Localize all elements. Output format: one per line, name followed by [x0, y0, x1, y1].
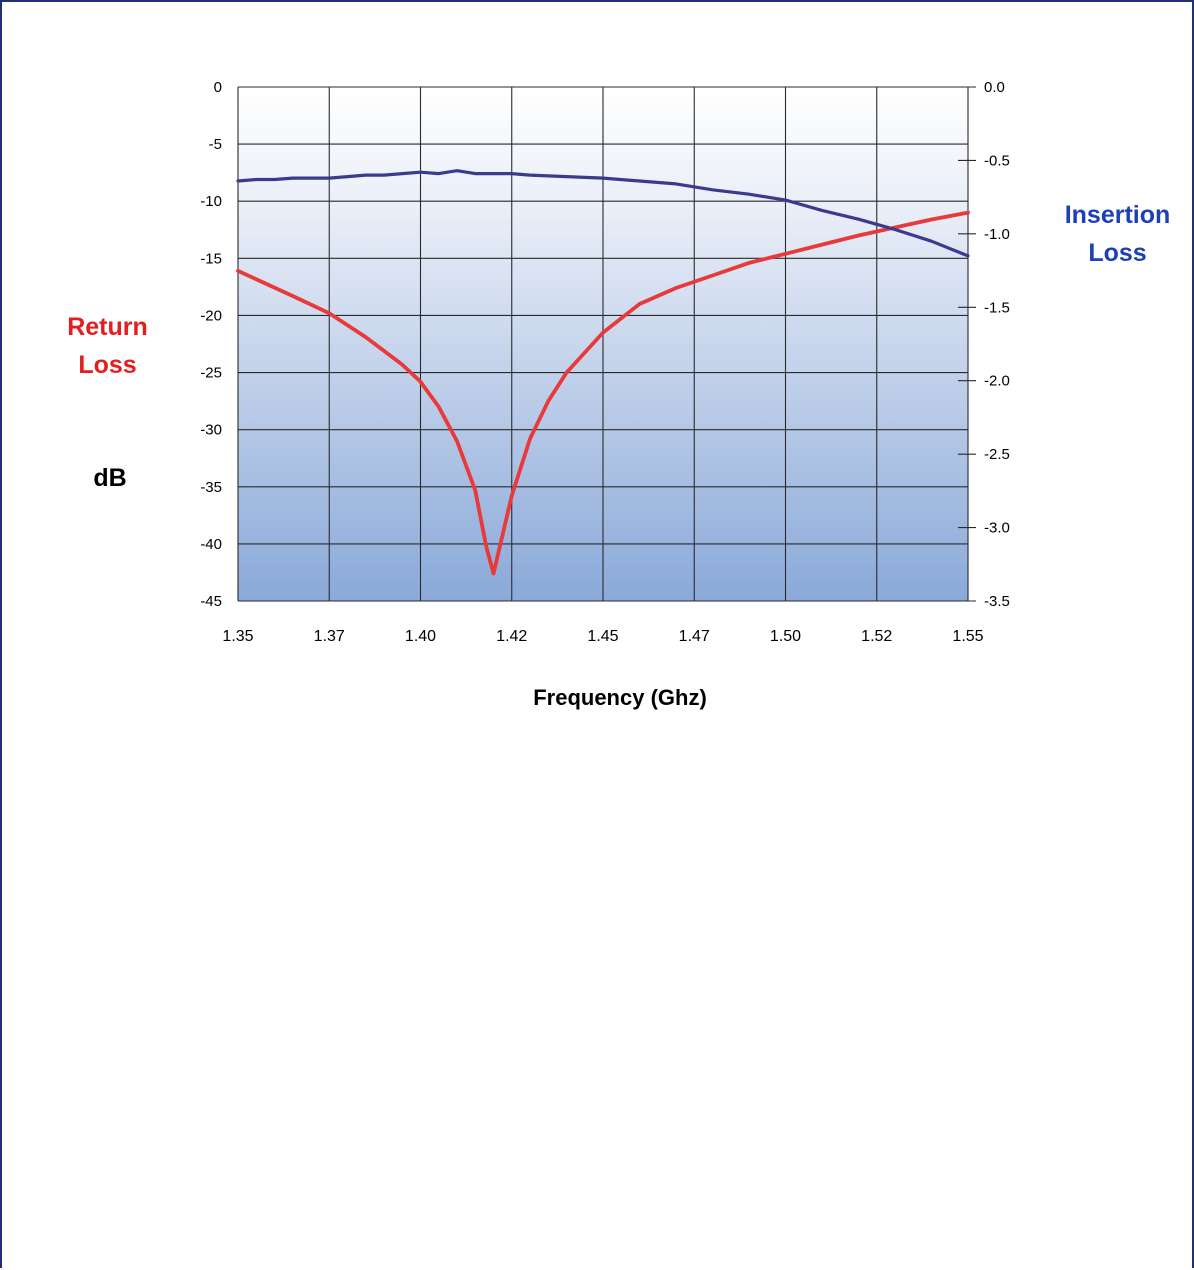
x-axis-title: Frequency (Ghz) [533, 685, 707, 710]
insertion-loss-label-line1: Insertion [1064, 201, 1171, 229]
x-tick-label: 1.50 [770, 628, 801, 645]
y-right-tick-label: -1.0 [984, 226, 1010, 243]
y-right-tick-label: -0.5 [984, 152, 1010, 169]
y-right-tick-label: -1.5 [984, 299, 1010, 316]
insertion-loss-line [236, 169, 970, 258]
y-right-tick-label: -2.0 [984, 373, 1010, 390]
x-tick-label: 1.55 [952, 628, 983, 645]
x-tick-label: 1.45 [587, 628, 618, 645]
x-axis-ticks: 1.35 1.37 1.40 1.42 1.45 1.47 1.50 1.52 1.55 [222, 628, 983, 645]
return-loss-line [236, 210, 970, 576]
y-left-tick-label: -5 [209, 136, 222, 153]
y-right-tick-label: -3.0 [984, 520, 1010, 537]
y-left-tick-label: -25 [200, 365, 222, 382]
chart: 0 -5 -10 -15 -20 -25 -30 -35 -40 -45 0.0 -0.5 -1.0 -… [200, 79, 1010, 645]
y-left-tick-label: -35 [200, 479, 222, 496]
y-left-tick-label: -30 [200, 422, 222, 439]
return-loss-label: Return Loss [55, 308, 160, 384]
unit-label: dB [93, 464, 127, 492]
x-tick-label: 1.35 [222, 628, 253, 645]
grid [237, 86, 969, 602]
y-right-tick-label: -2.5 [984, 446, 1010, 463]
y-left-tick-label: -45 [200, 593, 222, 610]
y-right-tick-label: -3.5 [984, 593, 1010, 610]
y-left-tick-label: -20 [200, 307, 222, 324]
return-loss-label-line1: Return [67, 313, 148, 341]
x-tick-label: 1.37 [314, 628, 345, 645]
y-left-tick-label: 0 [214, 79, 222, 96]
x-tick-label: 1.42 [496, 628, 527, 645]
x-tick-label: 1.47 [679, 628, 710, 645]
return-loss-label-line2: Loss [78, 351, 137, 379]
y-right-tick-label: 0.0 [984, 79, 1005, 96]
insertion-loss-label: Insertion Loss [1050, 196, 1185, 272]
insertion-loss-label-line2: Loss [1088, 239, 1147, 267]
x-tick-label: 1.40 [405, 628, 436, 645]
y-axis-right-ticks: 0.0 -0.5 -1.0 -1.5 -2.0 -2.5 -3.0 -3.5 [958, 79, 1010, 610]
y-left-tick-label: -40 [200, 536, 222, 553]
y-left-tick-label: -10 [200, 193, 222, 210]
y-left-tick-label: -15 [200, 250, 222, 267]
x-tick-label: 1.52 [861, 628, 892, 645]
series [236, 169, 970, 576]
y-axis-left-ticks: 0 -5 -10 -15 -20 -25 -30 -35 -40 -45 [200, 79, 222, 610]
